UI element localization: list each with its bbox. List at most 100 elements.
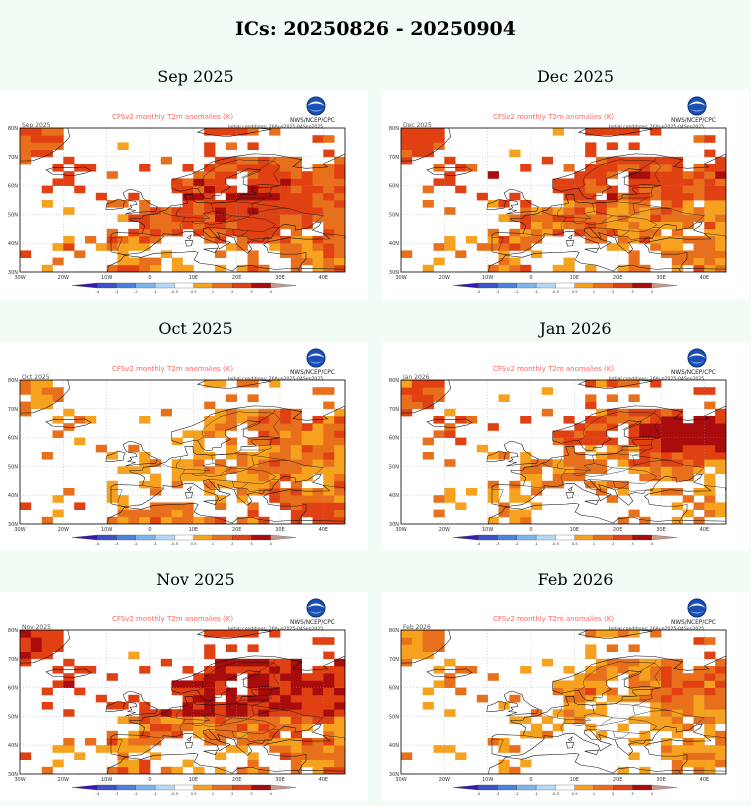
inner-month-label: Oct 2025	[22, 374, 50, 381]
panel-header-text: CFSv2 monthly T2m anomalies (K)	[112, 615, 233, 623]
lon-tick-label: 10W	[101, 777, 112, 783]
colorbar-legend: -4 -3 -2 -1 -0.5 0.5 1 2 3 4	[452, 784, 678, 796]
lon-tick-label: 20W	[58, 777, 69, 783]
panel-title-jan-2026: Jan 2026	[539, 319, 612, 338]
colorbar-tick-label: -2	[134, 791, 138, 796]
lon-tick-label: 10W	[101, 275, 112, 281]
colorbar-tick-label: -4	[95, 541, 99, 546]
lon-tick-label: 20W	[439, 527, 450, 533]
anomaly-field	[401, 380, 726, 524]
colorbar-tick-label: -3	[115, 541, 119, 546]
lon-tick-label: 20E	[613, 275, 623, 281]
colorbar-tick-label: -4	[95, 791, 99, 796]
lon-tick-label: 30W	[395, 275, 406, 281]
colorbar-tick-label: -2	[134, 541, 138, 546]
lat-tick-label: 40N	[389, 743, 399, 749]
lat-tick-label: 50N	[389, 464, 399, 470]
colorbar-tick-label: 0.5	[572, 289, 579, 294]
inner-month-label: Dec 2025	[403, 122, 432, 129]
colorbar-legend: -4 -3 -2 -1 -0.5 0.5 1 2 3 4	[71, 282, 297, 294]
colorbar-tick-label: 3	[631, 541, 634, 546]
colorbar-tick-label: -2	[515, 289, 519, 294]
lat-tick-label: 60N	[389, 686, 399, 692]
noaa-logo-icon	[687, 96, 707, 116]
lon-tick-label: 20W	[439, 777, 450, 783]
country-borders	[110, 157, 345, 252]
lat-tick-label: 30N	[8, 522, 18, 528]
colorbar-tick-label: 2	[231, 289, 234, 294]
colorbar-tick-label: 0.5	[191, 541, 198, 546]
coastlines	[401, 380, 726, 524]
colorbar-tick-label: 1	[593, 791, 596, 796]
lat-tick-label: 50N	[8, 212, 18, 218]
colorbar-tick-label: 1	[593, 541, 596, 546]
anomaly-field	[20, 630, 345, 774]
colorbar-tick-label: -3	[496, 541, 500, 546]
panel-title-oct-2025: Oct 2025	[158, 319, 233, 338]
lon-tick-label: 10W	[482, 777, 493, 783]
lon-tick-label: 30W	[395, 777, 406, 783]
lat-tick-label: 40N	[8, 743, 18, 749]
inner-month-label: Jan 2026	[402, 374, 430, 381]
lat-tick-label: 70N	[389, 155, 399, 161]
country-borders	[491, 409, 726, 504]
colorbar-tick-label: -0.5	[552, 541, 560, 546]
credit-text: NWS/NCEP/CPC	[671, 370, 716, 376]
page-title: ICs: 20250826 - 20250904	[235, 18, 516, 40]
init-conditions-text: Initial conditions: 26Aug2025-04Sep2025	[609, 376, 704, 382]
panel-header-text: CFSv2 monthly T2m anomalies (K)	[493, 615, 614, 623]
colorbar-tick-label: -4	[95, 289, 99, 294]
map-svg: CFSv2 monthly T2m anomalies (K) NWS/NCEP/…	[389, 348, 727, 546]
lon-tick-label: 0	[148, 275, 151, 281]
panel-title-feb-2026: Feb 2026	[537, 570, 614, 589]
colorbar-tick-label: -4	[476, 541, 480, 546]
lat-tick-label: 80N	[8, 378, 18, 384]
colorbar-tick-label: 1	[593, 289, 596, 294]
lon-tick-label: 10E	[570, 275, 580, 281]
lon-tick-label: 20E	[232, 527, 242, 533]
map-svg: CFSv2 monthly T2m anomalies (K) NWS/NCEP/…	[8, 598, 346, 796]
lon-tick-label: 0	[148, 527, 151, 533]
colorbar-tick-label: 4	[270, 541, 273, 546]
colorbar-tick-label: 2	[612, 791, 615, 796]
lat-tick-label: 30N	[8, 772, 18, 778]
lat-tick-label: 30N	[8, 270, 18, 276]
lon-tick-label: 10W	[482, 527, 493, 533]
inner-month-label: Feb 2026	[403, 624, 431, 631]
anomaly-field	[20, 380, 345, 524]
colorbar-legend: -4 -3 -2 -1 -0.5 0.5 1 2 3 4	[452, 534, 678, 546]
colorbar-tick-label: -3	[115, 791, 119, 796]
lat-tick-label: 60N	[389, 436, 399, 442]
lat-tick-label: 30N	[389, 772, 399, 778]
lon-tick-label: 0	[529, 777, 532, 783]
lat-tick-label: 70N	[8, 407, 18, 413]
lon-tick-label: 0	[529, 275, 532, 281]
colorbar-tick-label: 4	[651, 289, 654, 294]
lat-tick-label: 50N	[8, 714, 18, 720]
lon-tick-label: 30E	[656, 777, 666, 783]
map-svg: CFSv2 monthly T2m anomalies (K) NWS/NCEP/…	[8, 348, 346, 546]
colorbar-tick-label: 2	[612, 541, 615, 546]
anomaly-field	[20, 128, 345, 272]
anomaly-field	[401, 630, 726, 774]
credit-text: NWS/NCEP/CPC	[671, 118, 716, 124]
lon-tick-label: 30E	[656, 527, 666, 533]
colorbar-tick-label: -3	[496, 289, 500, 294]
init-conditions-text: Initial conditions: 26Aug2025-04Sep2025	[609, 626, 704, 632]
colorbar-tick-label: 3	[250, 791, 253, 796]
colorbar-tick-label: -1	[153, 791, 157, 796]
panel-title-nov-2025: Nov 2025	[156, 570, 235, 589]
colorbar-tick-label: 0.5	[191, 289, 198, 294]
lon-tick-label: 0	[148, 777, 151, 783]
lat-tick-label: 60N	[389, 184, 399, 190]
colorbar-tick-label: -3	[496, 791, 500, 796]
colorbar-tick-label: -0.5	[552, 791, 560, 796]
panel-header-text: CFSv2 monthly T2m anomalies (K)	[493, 365, 614, 373]
lon-tick-label: 10E	[570, 527, 580, 533]
lon-tick-label: 40E	[319, 777, 329, 783]
colorbar-tick-label: -1	[534, 289, 538, 294]
map-panel-oct-2025: CFSv2 monthly T2m anomalies (K) NWS/NCEP/…	[0, 342, 368, 551]
lon-tick-label: 30W	[14, 527, 25, 533]
colorbar-tick-label: 3	[631, 289, 634, 294]
noaa-logo-icon	[306, 598, 326, 618]
